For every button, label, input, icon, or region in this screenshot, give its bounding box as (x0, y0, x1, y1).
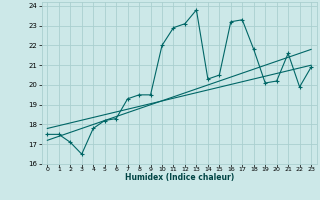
X-axis label: Humidex (Indice chaleur): Humidex (Indice chaleur) (124, 173, 234, 182)
